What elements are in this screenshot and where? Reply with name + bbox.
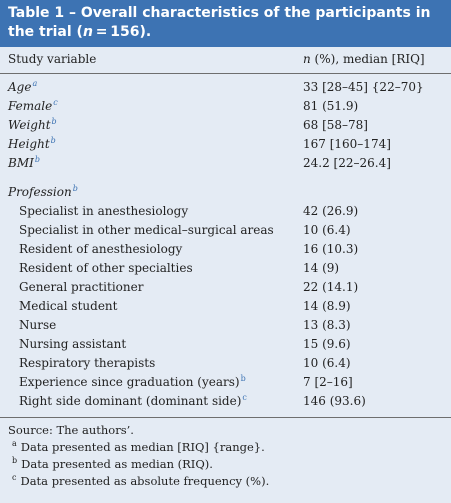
table-notes: Source: The authors’. a Data presented as… bbox=[0, 418, 451, 490]
footnote-b: b Data presented as median (RIQ). bbox=[8, 456, 443, 473]
row-label-text: Weight bbox=[8, 118, 51, 132]
row-label: Heightb bbox=[8, 135, 56, 154]
row-value: 14 (8.9) bbox=[303, 299, 351, 313]
row-label: Agea bbox=[8, 78, 37, 97]
table-divider bbox=[0, 417, 451, 418]
table-title-text: Table 1 – Overall characteristics of the… bbox=[8, 5, 431, 40]
footnote-mark: b bbox=[51, 117, 57, 126]
table-row: Right side dominant (dominant side)c 146… bbox=[0, 392, 451, 411]
row-label: BMIb bbox=[8, 154, 40, 173]
footnote-mark: b bbox=[240, 374, 246, 383]
footnote-mark: a bbox=[32, 79, 38, 88]
row-label: Resident of anesthesiology bbox=[19, 242, 183, 256]
row-value: 13 (8.3) bbox=[303, 318, 351, 332]
footnote-mark: c bbox=[242, 393, 247, 402]
footnote-mark: a bbox=[12, 439, 17, 449]
row-label: Resident of other specialties bbox=[19, 261, 193, 275]
row-value: 15 (9.6) bbox=[303, 337, 351, 351]
row-value: 33 [28–45] {22–70} bbox=[303, 80, 424, 94]
footnote-mark: b bbox=[72, 184, 78, 193]
footnote-text: Data presented as median (RIQ). bbox=[21, 457, 213, 471]
row-value: 14 (9) bbox=[303, 261, 340, 275]
row-label: Nursing assistant bbox=[19, 337, 127, 351]
footnote-mark: b bbox=[50, 136, 56, 145]
row-value: 24.2 [22–26.4] bbox=[303, 156, 391, 170]
table-row: Femalec 81 (51.9) bbox=[0, 97, 451, 116]
row-value: 10 (6.4) bbox=[303, 356, 351, 370]
table-row: Specialist in other medical–surgical are… bbox=[0, 221, 451, 240]
header-value-rest: (%), median [RIQ] bbox=[310, 52, 425, 66]
row-label-text: BMI bbox=[8, 156, 34, 170]
footnote-c: c Data presented as absolute frequency (%… bbox=[8, 473, 443, 490]
row-value: 16 (10.3) bbox=[303, 242, 359, 256]
row-value: 81 (51.9) bbox=[303, 99, 359, 113]
table-row: Respiratory therapists 10 (6.4) bbox=[0, 354, 451, 373]
table-title: Table 1 – Overall characteristics of the… bbox=[0, 0, 451, 47]
row-label: General practitioner bbox=[19, 280, 144, 294]
source-note: Source: The authors’. bbox=[8, 423, 134, 437]
footnote-mark: c bbox=[53, 98, 58, 107]
row-label-text: Age bbox=[8, 80, 32, 94]
table-row: Nurse 13 (8.3) bbox=[0, 316, 451, 335]
table-title-count: = 156). bbox=[92, 24, 152, 40]
header-value-n: n bbox=[303, 52, 311, 66]
row-value: 7 [2–16] bbox=[303, 375, 353, 389]
table-row-profession-heading: Professionb bbox=[0, 183, 451, 202]
row-label-text: Height bbox=[8, 137, 50, 151]
row-label-text: Experience since graduation (years) bbox=[19, 375, 240, 389]
row-label-text: Profession bbox=[8, 185, 72, 199]
table-row: Resident of other specialties 14 (9) bbox=[0, 259, 451, 278]
footnote-mark: b bbox=[34, 155, 40, 164]
table-row: BMIb 24.2 [22–26.4] bbox=[0, 154, 451, 173]
row-label-text: Right side dominant (dominant side) bbox=[19, 394, 242, 408]
row-label: Respiratory therapists bbox=[19, 356, 156, 370]
table-row: Heightb 167 [160–174] bbox=[0, 135, 451, 154]
row-value: 167 [160–174] bbox=[303, 137, 391, 151]
table-row: Medical student 14 (8.9) bbox=[0, 297, 451, 316]
table-row: Experience since graduation (years)b 7 [… bbox=[0, 373, 451, 392]
row-value: 146 (93.6) bbox=[303, 394, 366, 408]
row-label: Right side dominant (dominant side)c bbox=[19, 392, 247, 411]
footnote-mark: c bbox=[12, 473, 17, 483]
header-value: n (%), median [RIQ] bbox=[303, 52, 425, 66]
row-label: Weightb bbox=[8, 116, 57, 135]
footnote-a: a Data presented as median [RIQ] {range}. bbox=[8, 439, 443, 456]
table-row: Nursing assistant 15 (9.6) bbox=[0, 335, 451, 354]
row-label-text: Female bbox=[8, 99, 53, 113]
row-label: Specialist in other medical–surgical are… bbox=[19, 223, 274, 237]
row-value: 42 (26.9) bbox=[303, 204, 359, 218]
row-label: Nurse bbox=[19, 318, 57, 332]
row-label: Medical student bbox=[19, 299, 118, 313]
table-row: Weightb 68 [58–78] bbox=[0, 116, 451, 135]
row-label: Professionb bbox=[8, 183, 78, 202]
table-row: General practitioner 22 (14.1) bbox=[0, 278, 451, 297]
row-label: Specialist in anesthesiology bbox=[19, 204, 189, 218]
table-header: Study variable n (%), median [RIQ] bbox=[0, 47, 451, 74]
footnote-text: Data presented as absolute frequency (%)… bbox=[20, 474, 270, 488]
table-title-n: n bbox=[82, 24, 93, 40]
row-label: Femalec bbox=[8, 97, 58, 116]
footnote-text: Data presented as median [RIQ] {range}. bbox=[20, 440, 265, 454]
header-study-variable: Study variable bbox=[8, 52, 97, 66]
table-row: Specialist in anesthesiology 42 (26.9) bbox=[0, 202, 451, 221]
row-value: 22 (14.1) bbox=[303, 280, 359, 294]
row-value: 68 [58–78] bbox=[303, 118, 368, 132]
row-value: 10 (6.4) bbox=[303, 223, 351, 237]
row-label: Experience since graduation (years)b bbox=[19, 373, 246, 392]
table-row: Agea 33 [28–45] {22–70} bbox=[0, 78, 451, 97]
footnote-mark: b bbox=[12, 456, 18, 466]
table-row: Resident of anesthesiology 16 (10.3) bbox=[0, 240, 451, 259]
